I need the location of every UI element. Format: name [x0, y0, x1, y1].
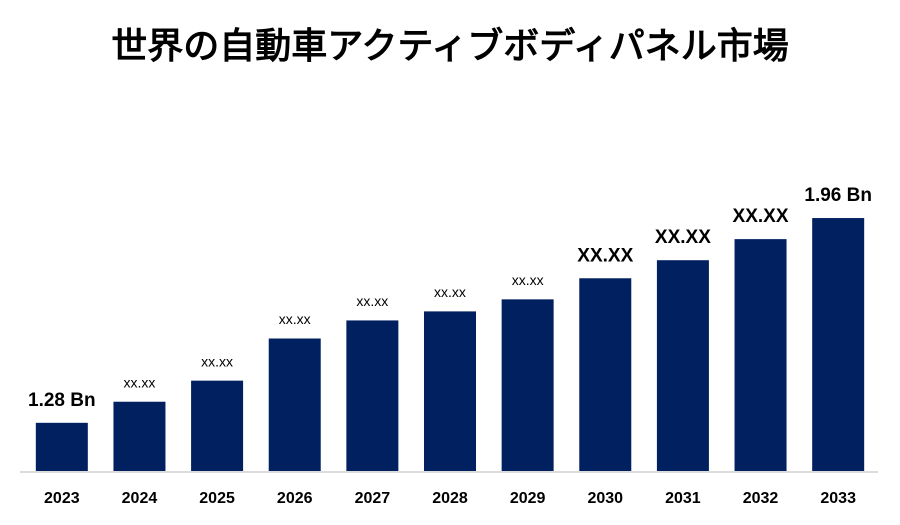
- bar: [501, 299, 554, 471]
- value-label: XX.XX: [733, 206, 789, 227]
- x-tick-label: 2033: [820, 490, 856, 507]
- value-label: XX.XX: [577, 245, 633, 266]
- bar: [656, 260, 709, 471]
- x-tick-label: 2032: [743, 490, 779, 507]
- bar: [812, 218, 865, 471]
- x-tick-label: 2031: [665, 490, 701, 507]
- value-label: xx.xx: [356, 293, 388, 309]
- value-label: xx.xx: [124, 374, 156, 390]
- chart-title: 世界の自動車アクティブボディパネル市場: [111, 26, 789, 67]
- value-label: 1.96 Bn: [804, 185, 872, 206]
- bar: [734, 239, 787, 471]
- value-label: xx.xx: [201, 353, 233, 369]
- value-label: xx.xx: [434, 284, 466, 300]
- x-tick-label: 2029: [510, 490, 546, 507]
- x-tick-label: 2024: [122, 490, 158, 507]
- bar: [35, 422, 88, 471]
- x-tick-label: 2030: [587, 490, 623, 507]
- bar: [424, 311, 476, 471]
- value-label: XX.XX: [655, 227, 711, 248]
- value-label: 1.28 Bn: [28, 390, 96, 411]
- x-tick-label: 2028: [432, 490, 468, 507]
- bar: [191, 380, 244, 471]
- value-label: xx.xx: [512, 272, 544, 288]
- value-label: xx.xx: [279, 311, 311, 327]
- x-tick-label: 2023: [44, 490, 80, 507]
- bar: [346, 320, 399, 471]
- x-tick-label: 2025: [199, 490, 235, 507]
- bar: [268, 338, 321, 471]
- x-tick-label: 2026: [277, 490, 313, 507]
- x-tick-label: 2027: [355, 490, 391, 507]
- bar: [113, 401, 166, 471]
- bar: [579, 278, 632, 471]
